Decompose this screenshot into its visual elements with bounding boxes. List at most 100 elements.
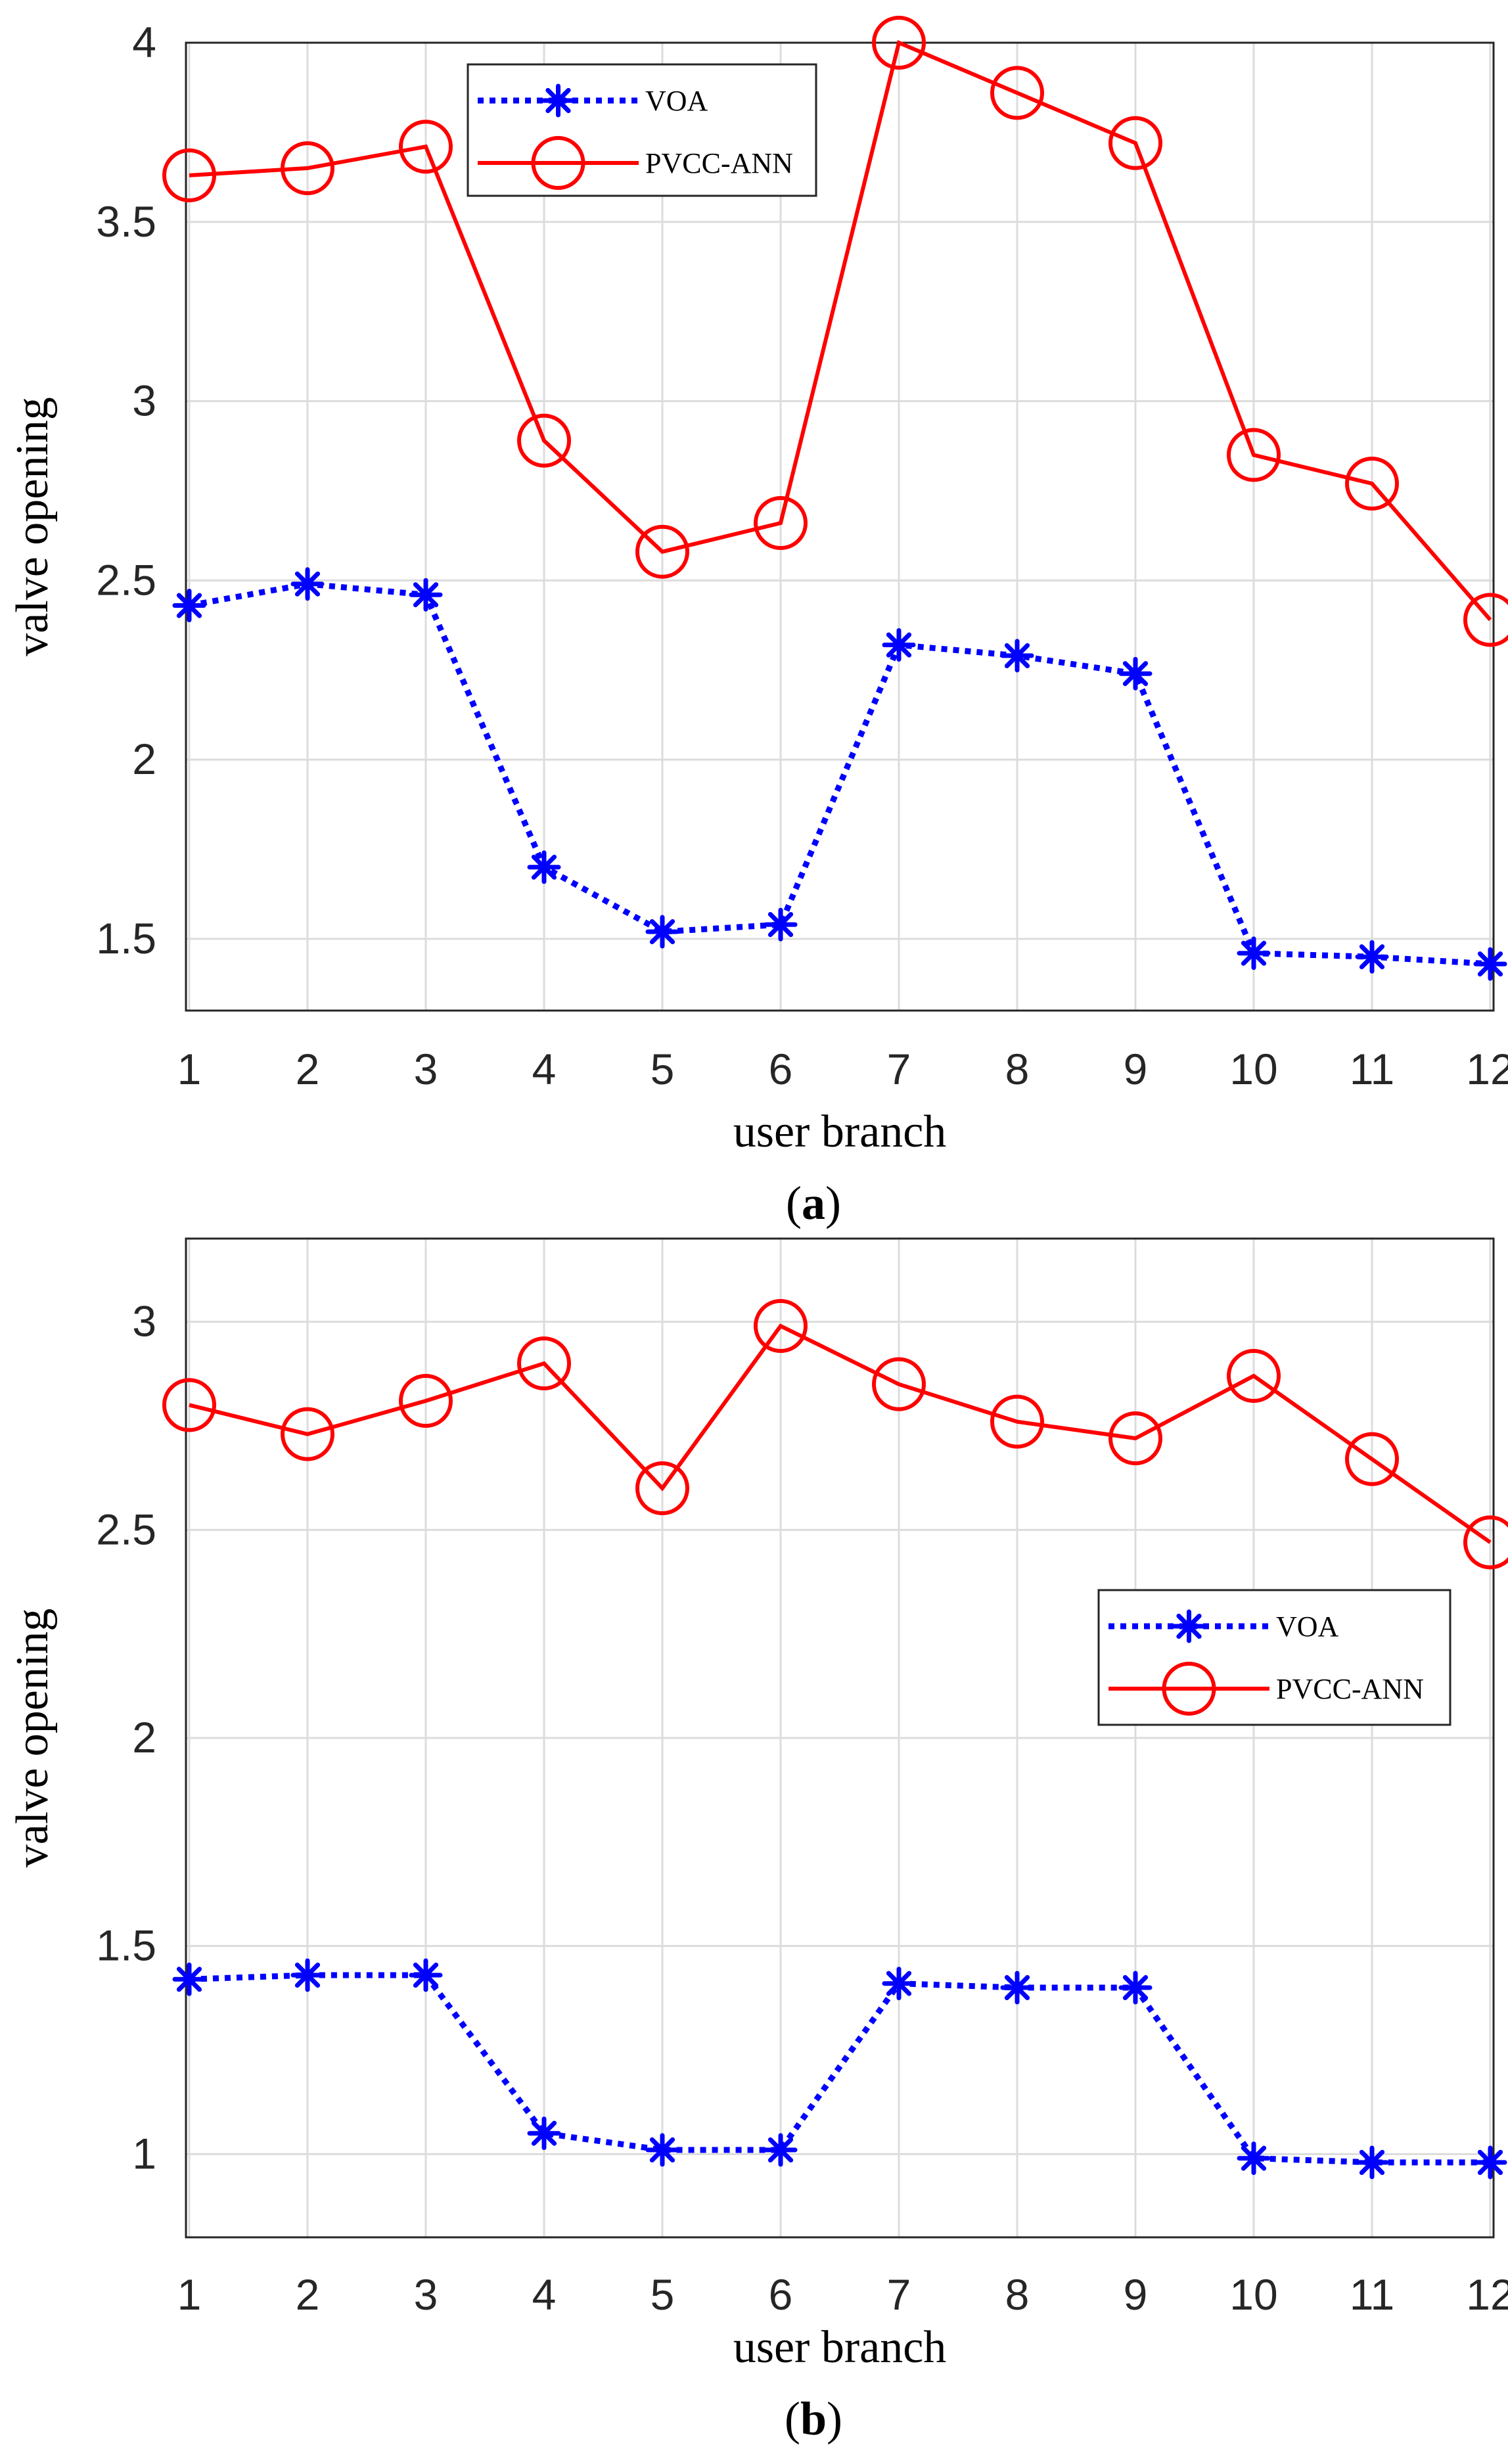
legend-label-pvcc-ann: PVCC-ANN — [1276, 1673, 1424, 1705]
x-tick-label: 11 — [1350, 2270, 1395, 2319]
data-point-pvcc-ann — [517, 413, 571, 468]
data-point-voa — [1118, 656, 1153, 691]
legend-entry-voa: VOA — [478, 83, 708, 118]
y-tick-label: 2 — [132, 1713, 156, 1762]
x-tick-label: 3 — [414, 2270, 438, 2319]
data-point-pvcc-ann — [872, 16, 926, 70]
data-point-voa — [1000, 1971, 1034, 2005]
caption-open-paren: ( — [785, 2392, 800, 2445]
x-tick-label: 9 — [1124, 2270, 1148, 2319]
x-tick-label: 8 — [1005, 2270, 1030, 2319]
legend-marker-pvcc-ann — [531, 136, 585, 190]
x-tick-label: 1 — [177, 1045, 202, 1093]
caption-letter: a — [802, 1177, 825, 1229]
legend-marker-voa — [541, 83, 575, 118]
data-point-pvcc-ann — [1463, 1515, 1508, 1570]
legend-marker-voa — [1172, 1609, 1206, 1643]
data-point-pvcc-ann — [399, 120, 453, 174]
x-tick-label: 10 — [1229, 1045, 1277, 1093]
y-tick-label: 2.5 — [96, 1505, 156, 1553]
x-tick-label: 1 — [177, 2270, 202, 2319]
x-axis-label: user branch — [733, 1107, 947, 1157]
grid-lines — [186, 1239, 1494, 2237]
legend: VOA PVCC-ANN — [1097, 1589, 1451, 1726]
data-point-pvcc-ann — [990, 66, 1044, 120]
data-point-pvcc-ann — [281, 141, 334, 195]
data-point-pvcc-ann — [990, 1394, 1044, 1449]
data-point-pvcc-ann — [1345, 1432, 1399, 1486]
data-point-pvcc-ann — [162, 148, 216, 202]
caption-open-paren: ( — [786, 1177, 802, 1229]
x-tick-label: 12 — [1466, 1045, 1508, 1093]
caption-close-paren: ) — [825, 1177, 841, 1229]
x-tick-label: 6 — [769, 1045, 793, 1093]
data-point-pvcc-ann — [754, 1299, 808, 1353]
x-tick-label: 7 — [887, 1045, 911, 1093]
series-pvcc-ann — [162, 1299, 1508, 1570]
data-point-voa — [1237, 936, 1271, 970]
data-point-pvcc-ann — [1227, 1349, 1281, 1403]
x-tick-label: 6 — [769, 2270, 793, 2319]
data-point-pvcc-ann — [1345, 457, 1399, 511]
x-tick-label: 11 — [1350, 1045, 1395, 1093]
series-voa — [172, 567, 1507, 981]
y-tick-label: 1.5 — [96, 1921, 156, 1970]
legend-marker-circle — [1162, 1662, 1216, 1716]
data-point-voa — [764, 907, 798, 942]
data-point-voa — [172, 589, 206, 622]
y-tick-label: 4 — [132, 18, 156, 66]
data-point-pvcc-ann — [872, 1357, 926, 1411]
y-tick-label: 2 — [132, 735, 156, 783]
plot-area-frame — [185, 41, 1495, 1012]
y-axis-label: valve opening — [7, 397, 58, 656]
legend-box — [1097, 1589, 1451, 1726]
data-series — [162, 16, 1508, 981]
data-point-voa — [1355, 2145, 1389, 2179]
data-point-voa — [882, 1967, 916, 2001]
data-point-pvcc-ann — [1108, 116, 1162, 170]
series-pvcc-ann — [162, 16, 1508, 647]
data-point-voa — [1000, 639, 1034, 673]
data-point-voa — [1118, 1971, 1153, 2005]
data-point-pvcc-ann — [635, 524, 689, 579]
data-point-voa — [764, 2133, 798, 2167]
legend-marker-circle — [531, 136, 585, 190]
y-axis-label: valve opening — [7, 1608, 58, 1868]
data-point-pvcc-ann — [1108, 1411, 1162, 1465]
data-point-pvcc-ann — [517, 1336, 571, 1390]
data-point-voa — [527, 2116, 561, 2151]
data-point-voa — [1473, 2145, 1507, 2179]
x-tick-label: 7 — [887, 2270, 911, 2319]
data-point-pvcc-ann — [754, 496, 808, 551]
x-tick-label: 2 — [296, 1045, 320, 1093]
data-point-pvcc-ann — [162, 1378, 216, 1432]
legend-entry-pvcc-ann: PVCC-ANN — [1108, 1662, 1424, 1716]
x-tick-label: 9 — [1124, 1045, 1148, 1093]
data-point-pvcc-ann — [281, 1407, 334, 1461]
x-tick-label: 4 — [532, 1045, 557, 1093]
panel-caption-b: (b) — [785, 2392, 842, 2445]
data-point-voa — [1355, 940, 1389, 974]
x-tick-label: 3 — [414, 1045, 438, 1093]
legend-label-voa: VOA — [645, 85, 708, 117]
chart-panel-a: 1 2 3 4 5 6 7 8 9 10 11 121.522.533.54 user branch … — [7, 16, 1508, 1229]
x-tick-label: 10 — [1229, 2270, 1277, 2319]
legend-label-pvcc-ann: PVCC-ANN — [645, 147, 793, 179]
data-point-voa — [645, 915, 679, 949]
data-point-pvcc-ann — [1463, 593, 1508, 647]
x-tick-label: 5 — [651, 1045, 675, 1093]
x-tick-label: 2 — [296, 2270, 320, 2319]
y-tick-label: 3.5 — [96, 197, 156, 246]
data-point-voa — [1237, 2141, 1271, 2176]
data-point-voa — [645, 2133, 679, 2167]
tick-labels: 1 2 3 4 5 6 7 8 9 10 11 121.522.533.54 — [96, 18, 1508, 1093]
data-point-voa — [409, 578, 443, 612]
series-line-pvcc-ann — [189, 39, 1492, 622]
legend: VOA PVCC-ANN — [467, 63, 817, 197]
data-point-voa — [1473, 947, 1507, 981]
plot-area-frame — [185, 1237, 1495, 2239]
